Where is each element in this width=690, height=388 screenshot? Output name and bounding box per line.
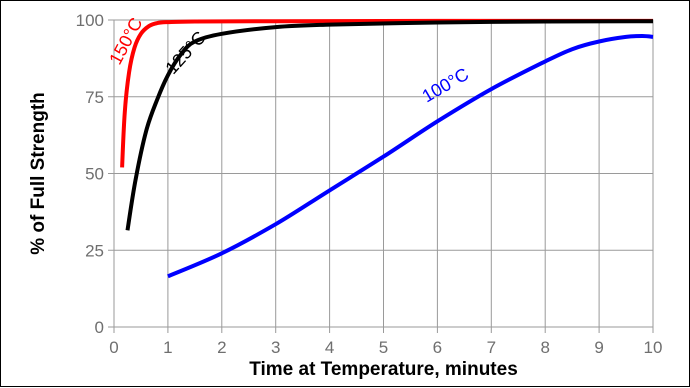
series-line-2 (167, 34, 654, 279)
x-tick-label: 2 (217, 338, 226, 357)
y-tick-label: 100 (76, 11, 104, 30)
x-tick-label: 8 (540, 338, 549, 357)
y-tick-label: 75 (85, 88, 104, 107)
x-tick-label: 1 (163, 338, 172, 357)
x-tick-label: 6 (433, 338, 442, 357)
y-axis-title: % of Full Strength (28, 92, 49, 255)
x-tick-label: 0 (109, 338, 118, 357)
series-label-2: 100°C (419, 64, 473, 106)
x-axis-title: Time at Temperature, minutes (249, 359, 518, 380)
series-label-1: 125°C (161, 27, 209, 78)
x-tick-label: 9 (594, 338, 603, 357)
series-line-0 (120, 18, 653, 168)
y-tick-label: 25 (85, 241, 104, 260)
x-tick-label: 7 (487, 338, 496, 357)
x-tick-label: 4 (325, 338, 334, 357)
y-tick-label: 0 (95, 318, 104, 337)
y-tick-label: 50 (85, 165, 104, 184)
x-tick-label: 3 (271, 338, 280, 357)
series-line-1 (125, 19, 654, 231)
x-tick-label: 5 (379, 338, 388, 357)
series-label-0: 150°C (105, 14, 146, 68)
x-tick-label: 10 (644, 338, 663, 357)
series-lines (120, 18, 654, 279)
grid-lines (108, 19, 654, 333)
